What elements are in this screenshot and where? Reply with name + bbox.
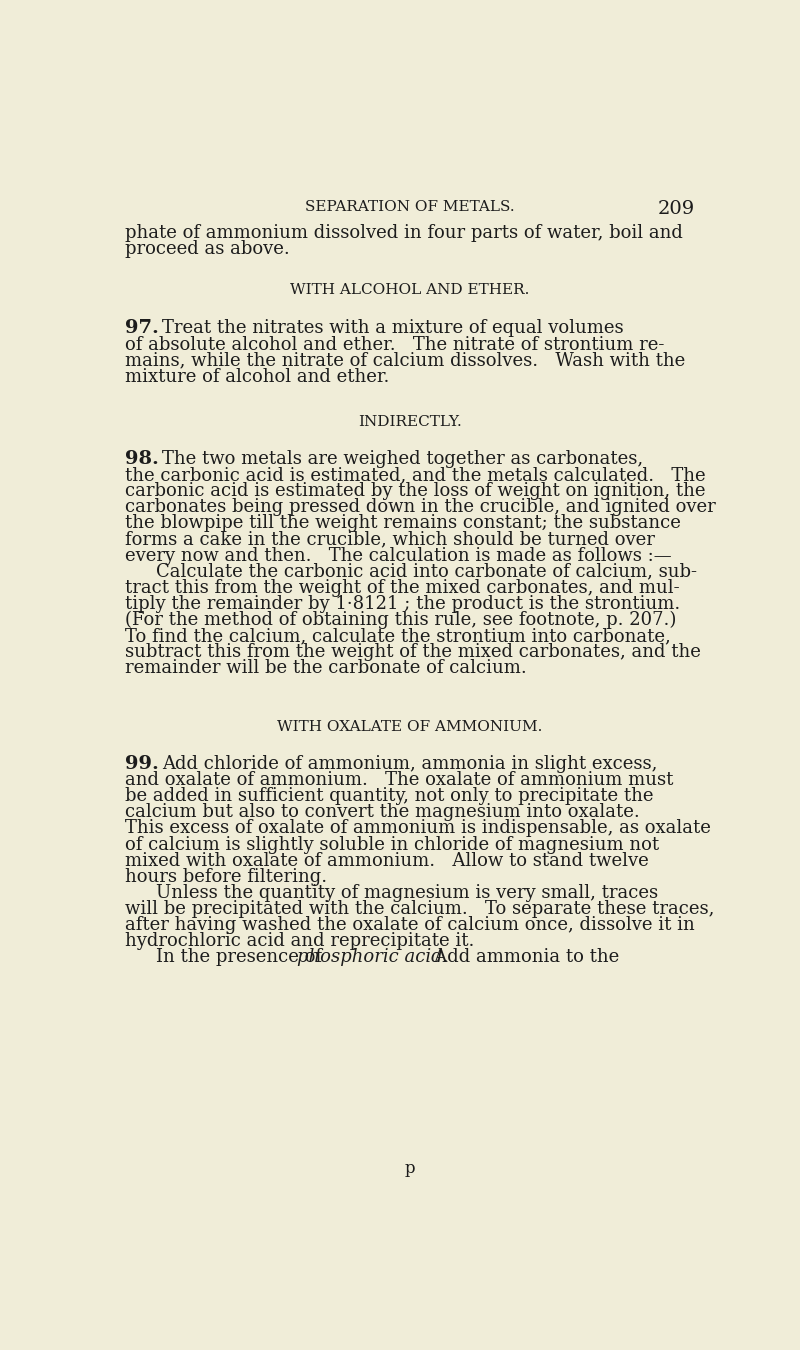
Text: 99.: 99. <box>125 755 158 774</box>
Text: WITH ALCOHOL AND ETHER.: WITH ALCOHOL AND ETHER. <box>290 282 530 297</box>
Text: This excess of oxalate of ammonium is indispensable, as oxalate: This excess of oxalate of ammonium is in… <box>125 819 710 837</box>
Text: carbonates being pressed down in the crucible, and ignited over: carbonates being pressed down in the cru… <box>125 498 715 516</box>
Text: Unless the quantity of magnesium is very small, traces: Unless the quantity of magnesium is very… <box>156 884 658 902</box>
Text: mixed with oxalate of ammonium.   Allow to stand twelve: mixed with oxalate of ammonium. Allow to… <box>125 852 649 869</box>
Text: p: p <box>405 1160 415 1177</box>
Text: 98.: 98. <box>125 450 158 468</box>
Text: hours before filtering.: hours before filtering. <box>125 868 327 886</box>
Text: 97.: 97. <box>125 320 158 338</box>
Text: mixture of alcohol and ether.: mixture of alcohol and ether. <box>125 367 389 386</box>
Text: forms a cake in the crucible, which should be turned over: forms a cake in the crucible, which shou… <box>125 531 654 548</box>
Text: the carbonic acid is estimated, and the metals calculated.   The: the carbonic acid is estimated, and the … <box>125 466 706 485</box>
Text: proceed as above.: proceed as above. <box>125 240 290 258</box>
Text: 209: 209 <box>658 200 695 219</box>
Text: every now and then.   The calculation is made as follows :—: every now and then. The calculation is m… <box>125 547 671 564</box>
Text: be added in sufficient quantity, not only to precipitate the: be added in sufficient quantity, not onl… <box>125 787 654 805</box>
Text: To find the calcium, calculate the strontium into carbonate,: To find the calcium, calculate the stron… <box>125 628 670 645</box>
Text: the blowpipe till the weight remains constant; the substance: the blowpipe till the weight remains con… <box>125 514 681 532</box>
Text: INDIRECTLY.: INDIRECTLY. <box>358 414 462 429</box>
Text: calcium but also to convert the magnesium into oxalate.: calcium but also to convert the magnesiu… <box>125 803 639 821</box>
Text: phosphoric acid.: phosphoric acid. <box>298 949 449 967</box>
Text: of calcium is slightly soluble in chloride of magnesium not: of calcium is slightly soluble in chlori… <box>125 836 659 853</box>
Text: The two metals are weighed together as carbonates,: The two metals are weighed together as c… <box>162 450 643 468</box>
Text: remainder will be the carbonate of calcium.: remainder will be the carbonate of calci… <box>125 659 526 678</box>
Text: carbonic acid is estimated by the loss of weight on ignition, the: carbonic acid is estimated by the loss o… <box>125 482 706 500</box>
Text: phate of ammonium dissolved in four parts of water, boil and: phate of ammonium dissolved in four part… <box>125 224 682 243</box>
Text: mains, while the nitrate of calcium dissolves.   Wash with the: mains, while the nitrate of calcium diss… <box>125 352 685 370</box>
Text: hydrochloric acid and reprecipitate it.: hydrochloric acid and reprecipitate it. <box>125 933 474 950</box>
Text: Add chloride of ammonium, ammonia in slight excess,: Add chloride of ammonium, ammonia in sli… <box>162 755 658 774</box>
Text: In the presence of: In the presence of <box>156 949 327 967</box>
Text: and oxalate of ammonium.   The oxalate of ammonium must: and oxalate of ammonium. The oxalate of … <box>125 771 673 790</box>
Text: will be precipitated with the calcium.   To separate these traces,: will be precipitated with the calcium. T… <box>125 900 714 918</box>
Text: after having washed the oxalate of calcium once, dissolve it in: after having washed the oxalate of calci… <box>125 917 694 934</box>
Text: SEPARATION OF METALS.: SEPARATION OF METALS. <box>305 200 515 215</box>
Text: WITH OXALATE OF AMMONIUM.: WITH OXALATE OF AMMONIUM. <box>278 720 542 734</box>
Text: tract this from the weight of the mixed carbonates, and mul-: tract this from the weight of the mixed … <box>125 579 679 597</box>
Text: Add ammonia to the: Add ammonia to the <box>417 949 619 967</box>
Text: Treat the nitrates with a mixture of equal volumes: Treat the nitrates with a mixture of equ… <box>162 320 624 338</box>
Text: Calculate the carbonic acid into carbonate of calcium, sub-: Calculate the carbonic acid into carbona… <box>156 563 697 580</box>
Text: subtract this from the weight of the mixed carbonates, and the: subtract this from the weight of the mix… <box>125 644 701 662</box>
Text: (For the method of obtaining this rule, see footnote, p. 207.): (For the method of obtaining this rule, … <box>125 612 676 629</box>
Text: tiply the remainder by 1·8121 ; the product is the strontium.: tiply the remainder by 1·8121 ; the prod… <box>125 595 680 613</box>
Text: of absolute alcohol and ether.   The nitrate of strontium re-: of absolute alcohol and ether. The nitra… <box>125 336 664 354</box>
